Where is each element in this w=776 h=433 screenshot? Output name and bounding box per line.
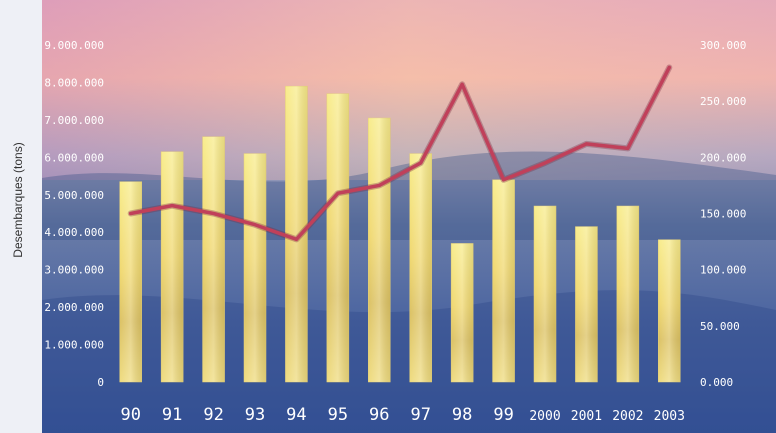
bar-shade-91: [161, 151, 184, 382]
x-tick-label: 2001: [571, 409, 602, 424]
x-tick-label: 99: [493, 405, 513, 425]
x-tick-label: 2000: [529, 409, 560, 424]
x-tick-label: 93: [245, 405, 265, 425]
bar-shade-95: [326, 93, 349, 382]
y-right-tick-label: 100.000: [700, 264, 746, 277]
line-point-91: [170, 204, 174, 208]
line-point-96: [377, 183, 381, 187]
line-point-93: [253, 223, 257, 227]
y-left-tick-label: 2.000.000: [44, 301, 104, 314]
line-point-99: [502, 178, 506, 182]
bar-shade-2003: [658, 239, 681, 382]
bar-shade-96: [368, 118, 391, 383]
x-tick-label: 2002: [612, 409, 643, 424]
line-point-2003: [667, 65, 671, 69]
line-point-94: [294, 237, 298, 241]
y-left-tick-label: 0: [97, 376, 104, 389]
y-right-tick-label: 300.000: [700, 39, 746, 52]
y-left-tick-label: 6.000.000: [44, 151, 104, 164]
y-right-tick-label: 0.000: [700, 376, 733, 389]
x-tick-label: 94: [286, 405, 306, 425]
y-right-tick-label: 50.000: [700, 320, 740, 333]
left-axis: 0 1.000.000 2.000.000 3.000.000 4.000.000 5.0…: [44, 39, 104, 389]
line-point-2002: [626, 146, 630, 150]
y-left-tick-label: 1.000.000: [44, 339, 104, 352]
bar-shade-99: [492, 179, 515, 382]
right-axis: 0.000 50.000 100.000 150.000 200.000 250.000 3…: [700, 39, 746, 389]
line-series: [127, 64, 673, 243]
bar-shade-97: [409, 153, 432, 382]
y-left-tick-label: 9.000.000: [44, 39, 104, 52]
bar-shade-2000: [534, 206, 556, 382]
x-tick-label: 96: [369, 405, 389, 425]
x-axis: 90 91 92 93 94 95 96 97 98 99 2000 2001 2002 2003: [120, 405, 684, 425]
x-tick-label: 97: [410, 405, 430, 425]
bar-shade-2001: [575, 226, 598, 382]
line-point-95: [336, 191, 340, 195]
y-right-tick-label: 200.000: [700, 151, 746, 164]
line-point-98: [460, 82, 464, 86]
y-left-tick-label: 7.000.000: [44, 114, 104, 127]
y-left-tick-label: 8.000.000: [44, 76, 104, 89]
bar-shade-92: [202, 136, 225, 382]
y-left-tick-label: 3.000.000: [44, 264, 104, 277]
x-tick-label: 91: [162, 405, 182, 425]
bar-shade-93: [244, 153, 266, 382]
y-right-tick-label: 150.000: [700, 208, 746, 221]
x-tick-label: 95: [328, 405, 348, 425]
bar-shade-94: [285, 86, 308, 382]
line-point-92: [212, 212, 216, 215]
line-point-2000: [543, 161, 547, 165]
line-point-2001: [584, 142, 588, 146]
y-left-tick-label: 4.000.000: [44, 226, 104, 239]
bar-shade-98: [451, 243, 474, 382]
x-tick-label: 98: [452, 405, 472, 425]
y-axis-label: Desembarques (tons): [11, 142, 25, 257]
line-point-97: [419, 161, 423, 165]
x-tick-label: 92: [203, 405, 223, 425]
y-left-tick-label: 5.000.000: [44, 189, 104, 202]
x-tick-label: 90: [120, 405, 140, 425]
y-right-tick-label: 250.000: [700, 95, 746, 108]
bar-shade-2002: [616, 206, 639, 382]
x-tick-label: 2003: [654, 409, 685, 424]
line-path: [128, 65, 672, 242]
line-point-90: [129, 212, 133, 215]
bar-shade-90: [119, 181, 142, 382]
